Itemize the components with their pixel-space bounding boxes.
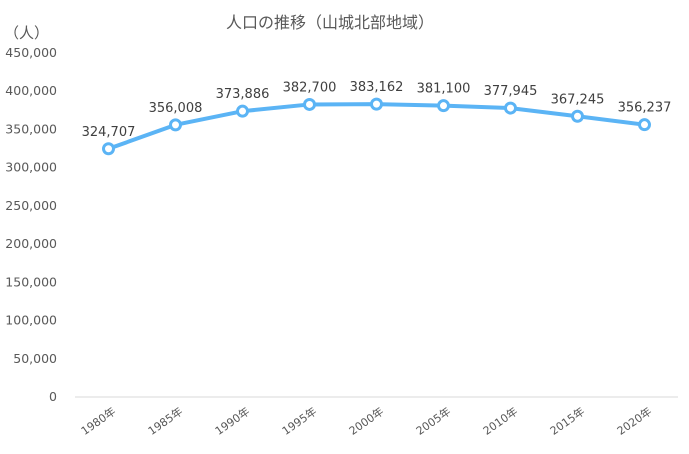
y-tick-label: 100,000 xyxy=(5,313,57,328)
y-tick-label: 50,000 xyxy=(13,351,57,366)
y-tick-label: 150,000 xyxy=(5,274,57,289)
data-point xyxy=(571,109,584,123)
x-tick-label: 2015年 xyxy=(547,404,587,438)
data-point xyxy=(102,142,115,156)
data-point xyxy=(303,97,316,111)
data-point xyxy=(638,118,651,132)
y-tick-label: 200,000 xyxy=(5,236,57,251)
y-tick-label: 350,000 xyxy=(5,121,57,136)
x-tick-label: 2005年 xyxy=(413,404,453,438)
y-axis-ticks: 0 50,000 100,000 150,000 200,000 250,000 300,0… xyxy=(5,45,57,404)
x-tick-label: 1990年 xyxy=(212,404,252,438)
chart-title: 人口の推移（山城北部地域） xyxy=(226,13,434,32)
x-tick-label: 1995年 xyxy=(279,404,319,438)
data-label: 373,886 xyxy=(216,87,270,102)
x-tick-label: 2000年 xyxy=(346,404,386,438)
data-point xyxy=(437,99,450,113)
data-point xyxy=(504,101,517,115)
data-point xyxy=(370,97,383,111)
y-unit-label: （人） xyxy=(4,24,49,42)
data-label: 377,945 xyxy=(484,84,538,99)
data-point xyxy=(169,118,182,132)
x-tick-label: 2010年 xyxy=(480,404,520,438)
x-tick-label: 1980年 xyxy=(78,404,118,438)
y-tick-label: 300,000 xyxy=(5,160,57,175)
x-tick-label: 2020年 xyxy=(614,404,654,438)
data-label: 381,100 xyxy=(417,82,471,97)
y-tick-label: 400,000 xyxy=(5,83,57,98)
data-label: 367,245 xyxy=(551,92,605,107)
data-label: 356,237 xyxy=(618,101,672,116)
data-labels: 324,707 356,008 373,886 382,700 383,162 381,1… xyxy=(82,80,672,140)
x-axis-ticks: 1980年 1985年 1990年 1995年 2000年 2005年 2010年 2015年… xyxy=(78,404,654,438)
y-tick-label: 250,000 xyxy=(5,198,57,213)
series-population xyxy=(102,97,651,156)
data-label: 324,707 xyxy=(82,125,136,140)
data-label: 382,700 xyxy=(283,80,337,95)
data-label: 356,008 xyxy=(149,101,203,116)
y-tick-label: 450,000 xyxy=(5,45,57,60)
data-label: 383,162 xyxy=(350,80,404,95)
data-point xyxy=(236,104,249,118)
y-tick-label: 0 xyxy=(49,389,57,404)
x-tick-label: 1985年 xyxy=(145,404,185,438)
